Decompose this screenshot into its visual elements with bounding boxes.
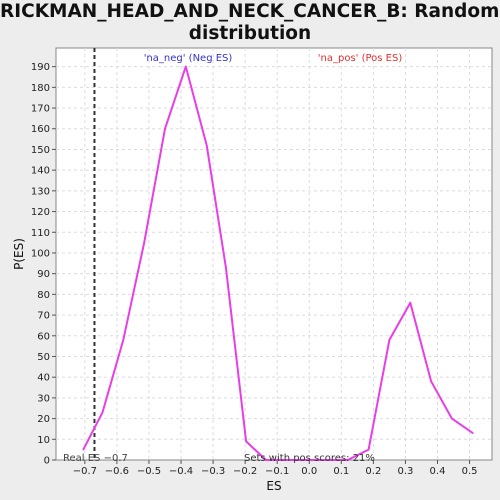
x-tick-label: 0.2 xyxy=(365,466,381,477)
es-data-point xyxy=(245,440,247,443)
grid-lines xyxy=(56,48,492,460)
pos-es-label: 'na_pos' (Pos ES) xyxy=(318,53,403,64)
es-data-point xyxy=(101,411,104,414)
annotations: 'na_neg' (Neg ES) 'na_pos' (Pos ES) Real… xyxy=(63,53,402,464)
es-data-point xyxy=(305,459,307,461)
x-tick-label: −0.6 xyxy=(105,466,129,477)
y-tick-label: 150 xyxy=(31,145,50,156)
chart-title: RICKMAN_HEAD_AND_NECK_CANCER_B: Random E… xyxy=(0,1,500,45)
es-data-point xyxy=(185,65,187,68)
es-data-point xyxy=(122,339,125,341)
plot-area xyxy=(55,47,493,461)
es-data-point xyxy=(225,266,227,269)
y-tick-label: 160 xyxy=(31,124,50,135)
es-data-point xyxy=(367,448,370,451)
y-tick-label: 130 xyxy=(31,186,50,197)
es-data-point xyxy=(265,459,267,461)
y-tick-label: 170 xyxy=(31,104,50,115)
x-tick-label: −0.2 xyxy=(233,466,257,477)
y-tick-label: 20 xyxy=(37,414,50,425)
y-axis-title: P(ES) xyxy=(12,238,26,270)
y-tick-label: 180 xyxy=(31,83,50,94)
x-tick-label: 0.1 xyxy=(333,466,349,477)
es-data-point xyxy=(388,339,391,341)
es-data-point xyxy=(286,459,288,461)
y-tick-label: 50 xyxy=(37,352,50,363)
y-tick-label: 70 xyxy=(37,311,50,322)
y-tick-label: 10 xyxy=(37,435,50,446)
es-data-point xyxy=(164,127,166,130)
es-data-point xyxy=(451,417,453,420)
neg-es-label: 'na_neg' (Neg ES) xyxy=(144,53,233,64)
chart-title-line1: RICKMAN_HEAD_AND_NECK_CANCER_B: Random E… xyxy=(0,1,500,22)
x-tick-label: −0.1 xyxy=(265,466,289,477)
chart-title-line2: distribution xyxy=(188,23,312,44)
y-tick-label: 80 xyxy=(37,290,50,301)
x-tick-label: 0.3 xyxy=(397,466,413,477)
x-tick-label: 0.0 xyxy=(301,466,317,477)
es-data-point xyxy=(143,241,145,244)
es-data-point xyxy=(430,380,432,383)
x-tick-label: −0.7 xyxy=(73,466,97,477)
y-tick-label: 140 xyxy=(31,166,50,177)
x-tick-label: −0.3 xyxy=(201,466,225,477)
series-lines xyxy=(82,48,474,461)
x-tick-label: −0.5 xyxy=(137,466,161,477)
y-tick-label: 120 xyxy=(31,207,50,218)
y-tick-label: 90 xyxy=(37,269,50,280)
y-tick-label: 60 xyxy=(37,331,50,342)
es-data-point xyxy=(346,459,349,461)
es-distribution-line xyxy=(82,65,474,461)
y-tick-label: 30 xyxy=(37,393,50,404)
x-tick-label: 0.4 xyxy=(430,466,446,477)
pos-scores-text: Sets with pos scores: 21% xyxy=(244,453,375,464)
x-tick-label: −0.4 xyxy=(169,466,193,477)
es-data-point xyxy=(409,301,412,304)
x-axis-title: ES xyxy=(266,479,281,493)
real-es-label: Real ES −0.7 xyxy=(63,453,128,464)
axes: 0 10 20 30 40 50 60 70 80 90 100 110 120 130 140 150 160… xyxy=(31,62,478,477)
y-tick-label: 0 xyxy=(44,456,50,467)
y-tick-label: 190 xyxy=(31,62,50,73)
y-tick-label: 110 xyxy=(31,228,50,239)
es-data-point xyxy=(205,144,208,147)
es-data-point xyxy=(472,432,474,434)
y-tick-label: 40 xyxy=(37,373,50,384)
es-data-point xyxy=(326,459,328,461)
y-tick-label: 100 xyxy=(31,248,50,259)
es-data-point xyxy=(82,448,85,451)
x-tick-label: 0.5 xyxy=(462,466,478,477)
